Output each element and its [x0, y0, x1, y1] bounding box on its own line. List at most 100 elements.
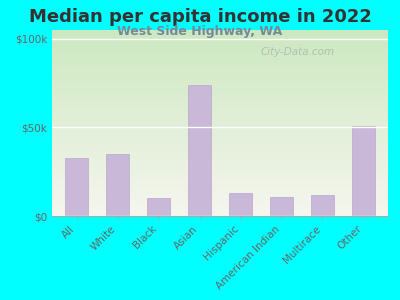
Bar [52, 76, 388, 78]
Bar [52, 88, 388, 89]
Bar [52, 84, 388, 86]
Bar [52, 103, 388, 104]
Bar [188, 85, 211, 216]
Bar [52, 154, 388, 157]
Bar [52, 145, 388, 147]
Bar [52, 184, 388, 186]
Text: Median per capita income in 2022: Median per capita income in 2022 [28, 8, 372, 26]
Bar [52, 164, 388, 166]
Bar [52, 99, 388, 101]
Bar [52, 47, 388, 49]
Bar [52, 114, 388, 116]
Bar [52, 61, 388, 64]
Bar [52, 134, 388, 136]
Bar [52, 182, 388, 184]
Bar [52, 138, 388, 140]
Bar [52, 121, 388, 123]
Bar [52, 190, 388, 192]
Bar [52, 93, 388, 95]
Bar [52, 45, 388, 47]
Bar [52, 56, 388, 58]
Bar [52, 166, 388, 168]
Bar [52, 36, 388, 38]
Bar [52, 101, 388, 103]
Bar [52, 201, 388, 203]
Bar [52, 86, 388, 88]
Bar [52, 151, 388, 153]
Bar [52, 116, 388, 117]
Bar [52, 199, 388, 201]
Bar [52, 192, 388, 194]
Bar [52, 205, 388, 207]
Bar [52, 38, 388, 39]
Bar [229, 193, 252, 216]
Bar [52, 108, 388, 110]
Bar [52, 188, 388, 190]
Bar [52, 160, 388, 162]
Bar [52, 129, 388, 130]
Bar [52, 179, 388, 181]
Bar [52, 203, 388, 205]
Bar [52, 78, 388, 80]
Bar [52, 67, 388, 69]
Bar [311, 195, 334, 216]
Bar [52, 104, 388, 106]
Bar [52, 106, 388, 108]
Bar [52, 132, 388, 134]
Bar [52, 168, 388, 169]
Bar [52, 194, 388, 196]
Bar [52, 119, 388, 121]
Bar [52, 197, 388, 199]
Bar [52, 117, 388, 119]
Bar [52, 80, 388, 82]
Bar [52, 158, 388, 160]
Bar [52, 171, 388, 173]
Bar [52, 143, 388, 145]
Bar [52, 58, 388, 60]
Bar [52, 125, 388, 127]
Bar [52, 142, 388, 143]
Bar [52, 41, 388, 43]
Bar [52, 140, 388, 142]
Bar [52, 71, 388, 73]
Bar [52, 207, 388, 208]
Bar [52, 30, 388, 32]
Bar [52, 162, 388, 164]
Bar [52, 130, 388, 132]
Bar [52, 173, 388, 175]
Bar [52, 39, 388, 41]
Bar [52, 196, 388, 197]
Bar [52, 147, 388, 149]
Bar [52, 34, 388, 36]
Bar [52, 32, 388, 34]
Bar [52, 169, 388, 171]
Text: West Side Highway, WA: West Side Highway, WA [117, 26, 283, 38]
Bar [52, 208, 388, 210]
Bar [352, 126, 375, 216]
Text: City-Data.com: City-Data.com [260, 47, 334, 57]
Bar [52, 110, 388, 112]
Bar [52, 210, 388, 212]
Bar [52, 49, 388, 50]
Bar [52, 43, 388, 45]
Bar [270, 196, 293, 216]
Bar [52, 123, 388, 125]
Bar [52, 149, 388, 151]
Bar [52, 212, 388, 214]
Bar [65, 158, 88, 216]
Bar [52, 92, 388, 93]
Bar [52, 50, 388, 52]
Bar [52, 175, 388, 177]
Bar [106, 154, 129, 216]
Bar [52, 64, 388, 65]
Bar [52, 69, 388, 71]
Bar [52, 127, 388, 129]
Bar [52, 181, 388, 182]
Bar [52, 89, 388, 92]
Bar [52, 97, 388, 99]
Bar [52, 186, 388, 188]
Bar [52, 65, 388, 67]
Bar [52, 60, 388, 61]
Bar [52, 73, 388, 75]
Bar [52, 136, 388, 138]
